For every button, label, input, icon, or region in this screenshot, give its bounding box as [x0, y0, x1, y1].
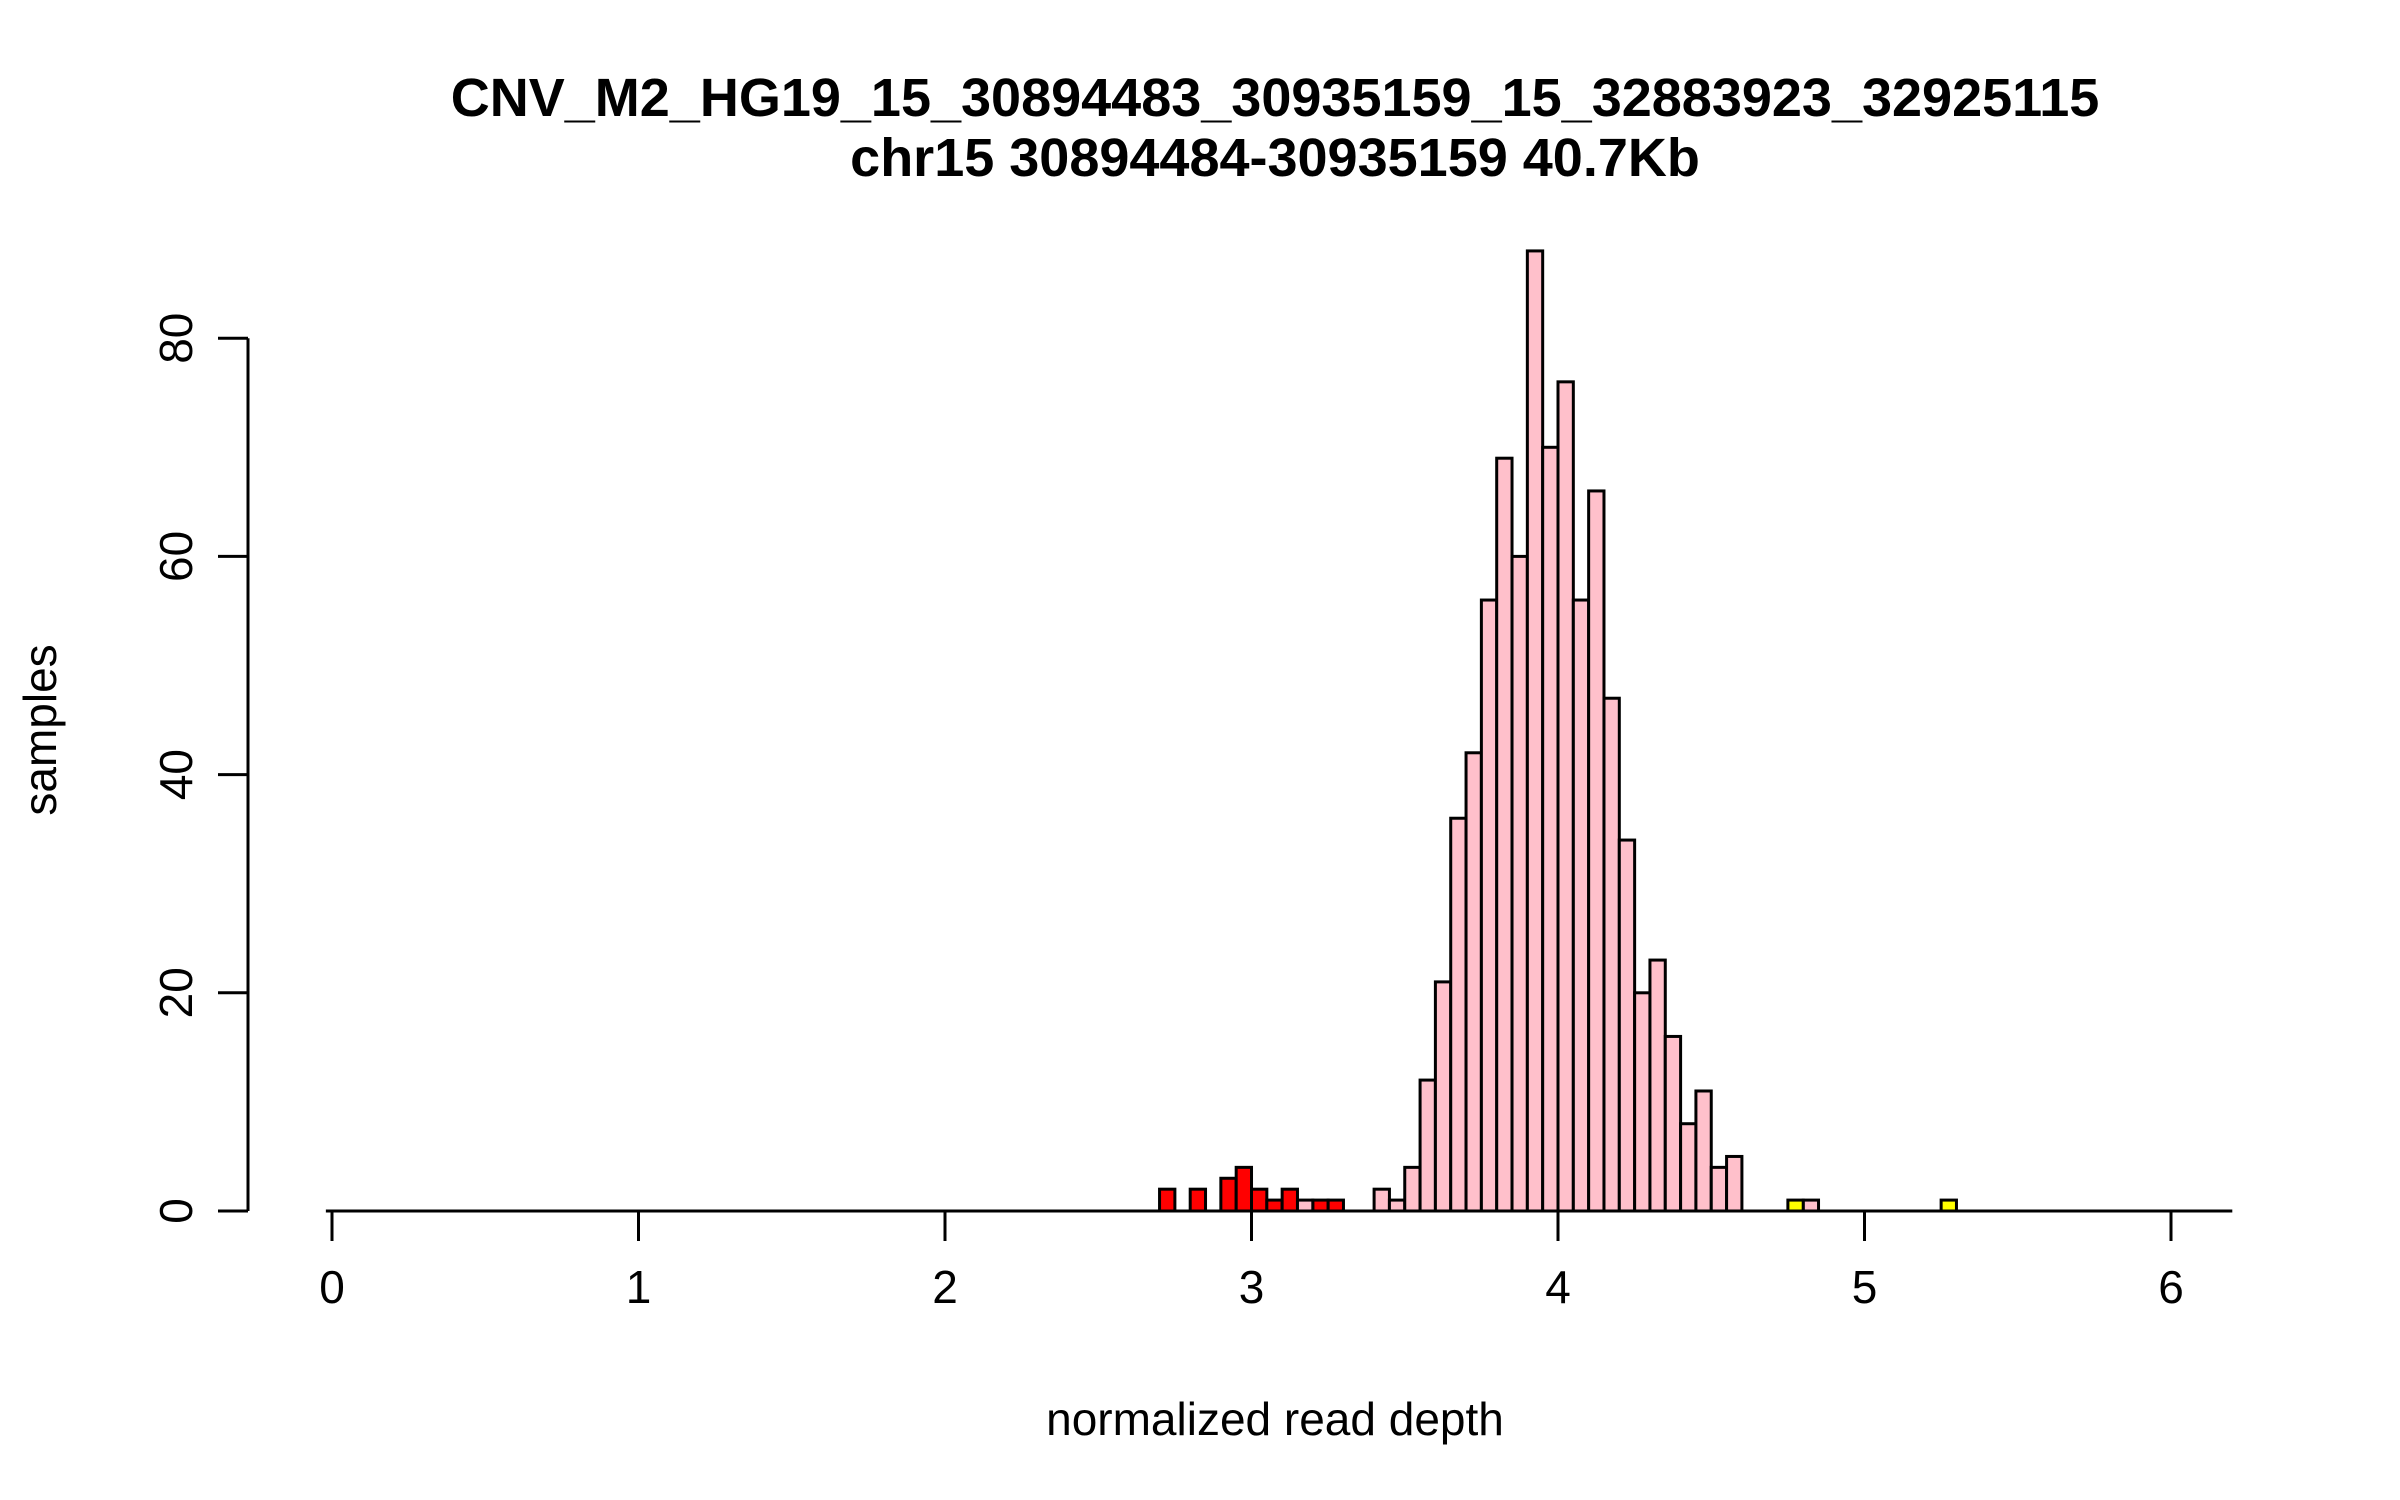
- bar-normal: [1418, 1078, 1437, 1213]
- y-tick-label: 20: [150, 967, 202, 1018]
- y-tick-label: 80: [150, 313, 202, 364]
- chart-subtitle: chr15 30894484-30935159 40.7Kb: [850, 128, 1700, 188]
- bar-normal: [1571, 598, 1591, 1213]
- bar-deletion: [1250, 1187, 1269, 1213]
- bar-normal: [1541, 445, 1560, 1213]
- bar-deletion: [1311, 1198, 1330, 1213]
- bar-deletion: [1280, 1187, 1299, 1213]
- y-axis-label: samples: [14, 644, 66, 815]
- bar-normal: [1387, 1198, 1407, 1213]
- y-tick-label: 0: [150, 1198, 202, 1224]
- bar-deletion: [1188, 1187, 1208, 1213]
- bar-duplication: [1786, 1198, 1805, 1213]
- x-tick-label: 4: [1545, 1261, 1571, 1313]
- bar-normal: [1648, 958, 1667, 1213]
- bar-normal: [1679, 1122, 1698, 1213]
- bar-normal: [1617, 838, 1637, 1213]
- bar-deletion: [1234, 1165, 1254, 1213]
- bar-normal: [1464, 751, 1483, 1213]
- bar-normal: [1403, 1165, 1422, 1213]
- bar-normal: [1801, 1198, 1821, 1213]
- x-tick-label: 3: [1239, 1261, 1265, 1313]
- chart-title: CNV_M2_HG19_15_30894483_30935159_15_3288…: [451, 68, 2100, 128]
- bar-duplication: [1939, 1198, 1958, 1213]
- x-tick-label: 1: [626, 1261, 652, 1313]
- bar-normal: [1510, 554, 1529, 1213]
- x-axis-label: normalized read depth: [1046, 1393, 1504, 1445]
- bar-deletion: [1265, 1198, 1284, 1213]
- y-axis: 0 20 40 60 80: [150, 313, 250, 1224]
- bar-normal: [1633, 991, 1652, 1213]
- bar-normal: [1525, 249, 1545, 1213]
- bar-normal: [1587, 489, 1606, 1213]
- x-tick-label: 5: [1852, 1261, 1878, 1313]
- bar-deletion: [1326, 1198, 1345, 1213]
- y-tick-label: 40: [150, 749, 202, 800]
- bar-normal: [1495, 456, 1514, 1213]
- bars-layer: [325, 249, 2233, 1213]
- bar-deletion: [1219, 1176, 1238, 1213]
- bar-normal: [1479, 598, 1499, 1213]
- bar-deletion: [1158, 1187, 1177, 1213]
- bar-normal: [1709, 1165, 1729, 1213]
- x-tick-label: 0: [319, 1261, 345, 1313]
- bar-normal: [1449, 816, 1468, 1213]
- y-tick-label: 60: [150, 531, 202, 582]
- bar-normal: [1372, 1187, 1391, 1213]
- bar-normal: [1725, 1154, 1744, 1213]
- bar-normal: [1556, 380, 1575, 1213]
- x-axis: 0 1 2 3 4 5 6: [319, 1209, 2184, 1313]
- x-tick-label: 2: [932, 1261, 958, 1313]
- bar-normal: [1663, 1034, 1683, 1213]
- bar-normal: [1602, 696, 1621, 1213]
- bar-normal: [1295, 1198, 1315, 1213]
- bar-normal: [1433, 980, 1453, 1213]
- x-tick-label: 6: [2158, 1261, 2184, 1313]
- bar-normal: [1694, 1089, 1713, 1213]
